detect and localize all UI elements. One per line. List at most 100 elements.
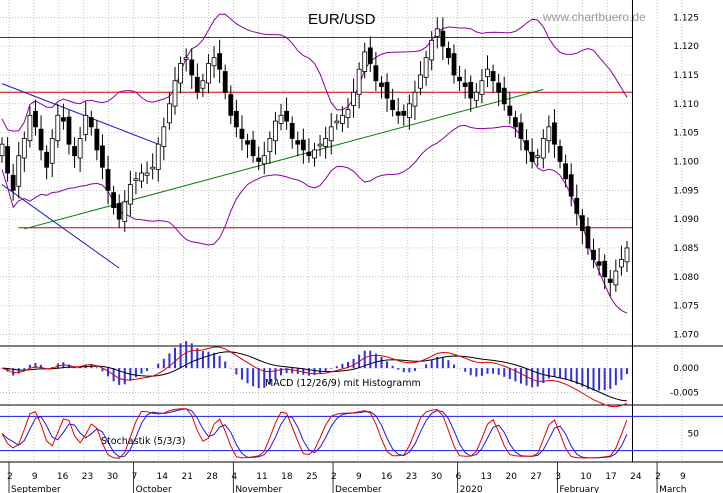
price-panel: 1.070 1.075 1.080 1.085 1.090 1.095 1.100 1.105… (0, 13, 699, 340)
candle-body (66, 116, 72, 145)
channel-line (1, 184, 120, 269)
candle-body (379, 82, 384, 87)
candle-body (161, 126, 167, 147)
price-tick-label: 1.070 (673, 330, 699, 340)
candle-body (468, 82, 474, 99)
candle-body (155, 143, 161, 170)
x-tick-label: 7 (132, 472, 138, 482)
candle-body (289, 123, 295, 139)
candle-body (100, 145, 105, 168)
candle-body (273, 120, 278, 142)
price-tick-label: 1.120 (673, 42, 699, 52)
x-tick-label: 21 (181, 472, 192, 482)
candle-body (317, 143, 323, 147)
candle-body (351, 91, 356, 106)
x-tick-label: 17 (605, 472, 616, 482)
candle-body (563, 163, 569, 180)
candle-body (88, 117, 94, 128)
candle-body (105, 169, 111, 191)
candle-body (256, 157, 262, 162)
candle-body (457, 76, 462, 82)
macd-panel: 0.000 -0.005 (0, 341, 699, 408)
candle-body (434, 28, 440, 37)
candle-body (150, 166, 156, 170)
x-tick-label: 4 (231, 472, 237, 482)
candle-body (535, 155, 541, 158)
candle-body (178, 63, 183, 84)
candle-body (446, 48, 451, 59)
stochastic-tick-label: 50 (688, 430, 700, 440)
candle-body (429, 39, 435, 61)
candle-body (167, 103, 172, 124)
price-tick-label: 1.095 (673, 186, 699, 196)
candle-body (412, 91, 418, 107)
channel-line (1, 83, 159, 145)
x-month-label: September (11, 485, 61, 493)
price-tick-label: 1.100 (673, 157, 699, 167)
x-tick-label: 20 (506, 472, 518, 482)
candle-body (552, 122, 557, 145)
chart-title: EUR/USD (308, 11, 376, 28)
candle-body (245, 140, 250, 145)
x-tick-label: 30 (431, 472, 443, 482)
x-tick-label: 3 (555, 472, 561, 482)
x-tick-label: 9 (680, 472, 686, 482)
candle-body (233, 110, 239, 128)
x-month-label: December (335, 485, 382, 493)
candle-body (334, 120, 340, 124)
candle-body (144, 172, 150, 176)
candle-body (228, 94, 234, 116)
candle-body (5, 146, 10, 174)
candle-body (217, 53, 223, 70)
x-tick-label: 28 (206, 472, 218, 482)
candle-body (591, 249, 596, 260)
candle-body (362, 51, 368, 72)
macd-line (1, 346, 628, 408)
candle-body (490, 71, 496, 82)
candle-body (122, 201, 128, 222)
candle-body (83, 114, 89, 135)
x-tick-label: 23 (406, 472, 417, 482)
candle-body (512, 117, 518, 128)
candle-body (189, 59, 195, 76)
x-tick-label: 2 (331, 472, 337, 482)
candle-body (183, 57, 189, 60)
candle-body (323, 137, 329, 147)
x-tick-label: 13 (481, 472, 492, 482)
candle-body (373, 65, 379, 82)
candle-body (44, 151, 50, 168)
stochastic-d-line (1, 408, 628, 459)
candle-body (451, 53, 457, 76)
candle-body (367, 47, 373, 64)
candle-body (440, 30, 446, 47)
x-tick-label: 27 (530, 472, 541, 482)
candle-body (77, 137, 83, 159)
macd-signal-line (1, 351, 628, 402)
x-month-label: March (659, 485, 686, 493)
candle-body (462, 82, 468, 87)
x-tick-label: 6 (456, 472, 462, 482)
candle-body (613, 270, 619, 286)
x-tick-label: 11 (256, 472, 267, 482)
macd-tick-label: -0.005 (670, 389, 699, 399)
candle-body (239, 128, 245, 139)
candle-body (16, 155, 22, 187)
candle-body (206, 63, 211, 84)
price-tick-label: 1.110 (673, 100, 699, 110)
candle-body (127, 184, 133, 205)
x-tick-label: 24 (630, 472, 642, 482)
candle-body (501, 87, 507, 105)
price-tick-label: 1.080 (673, 273, 699, 283)
candle-body (340, 114, 345, 124)
x-tick-label: 16 (381, 472, 393, 482)
price-tick-label: 1.075 (673, 302, 699, 312)
grid-layer (0, 0, 723, 463)
candle-body (568, 174, 574, 197)
candle-body (518, 122, 524, 139)
x-tick-label: 9 (32, 472, 38, 482)
candle-body (38, 128, 44, 151)
candle-body (585, 226, 591, 249)
candle-body (111, 192, 117, 209)
x-tick-label: 10 (580, 472, 592, 482)
x-tick-label: 18 (281, 472, 293, 482)
